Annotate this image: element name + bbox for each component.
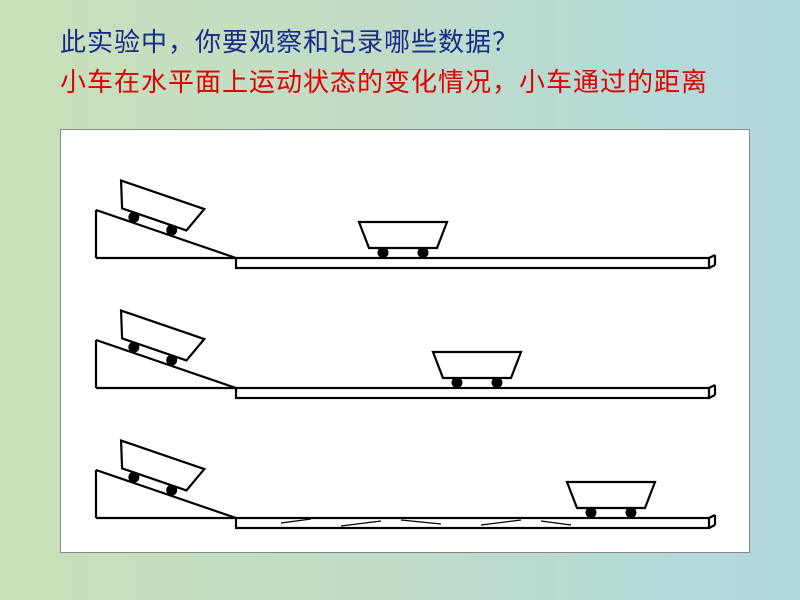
experiment-answer: 小车在水平面上运动状态的变化情况，小车通过的距离 [0,63,800,111]
diagram-svg [81,148,721,538]
question-text: 此实验中，你要观察和记录哪些数据？ [60,28,519,57]
experiment-question: 此实验中，你要观察和记录哪些数据？ [0,0,800,63]
experiment-diagram [60,129,750,553]
answer-text: 小车在水平面上运动状态的变化情况，小车通过的距离 [60,68,708,97]
